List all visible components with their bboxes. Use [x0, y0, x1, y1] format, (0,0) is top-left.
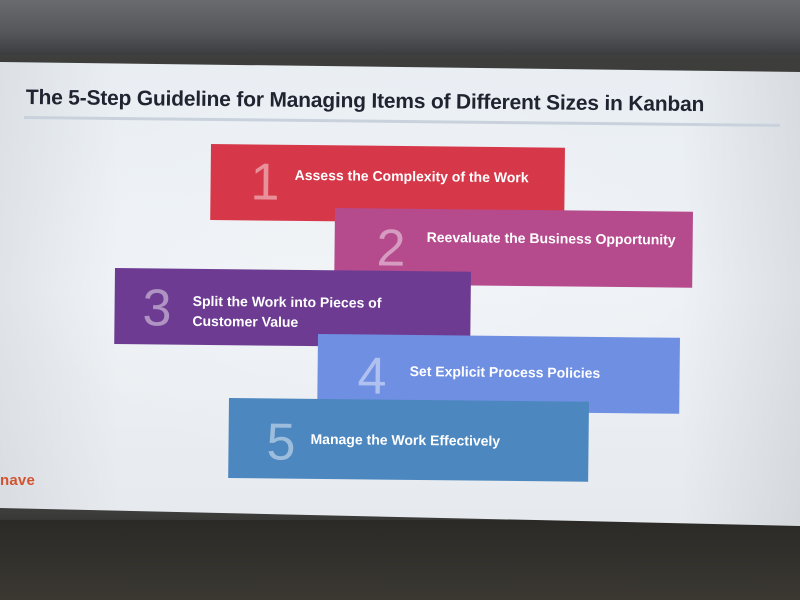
step-text: Assess the Complexity of the Work	[294, 166, 529, 186]
step-text: Reevaluate the Business Opportunity	[426, 228, 676, 248]
step-number: 5	[266, 413, 296, 472]
floor	[0, 520, 800, 600]
step-card-5: 5 Manage the Work Effectively	[228, 398, 589, 482]
step-text: Split the Work into Pieces of Customer V…	[192, 292, 382, 330]
step-text: Set Explicit Process Policies	[409, 362, 601, 381]
brand-logo: nave	[0, 472, 35, 489]
step-number: 1	[250, 153, 280, 212]
step-number: 3	[142, 279, 172, 338]
step-text: Manage the Work Effectively	[310, 430, 501, 449]
ceiling	[0, 0, 800, 55]
